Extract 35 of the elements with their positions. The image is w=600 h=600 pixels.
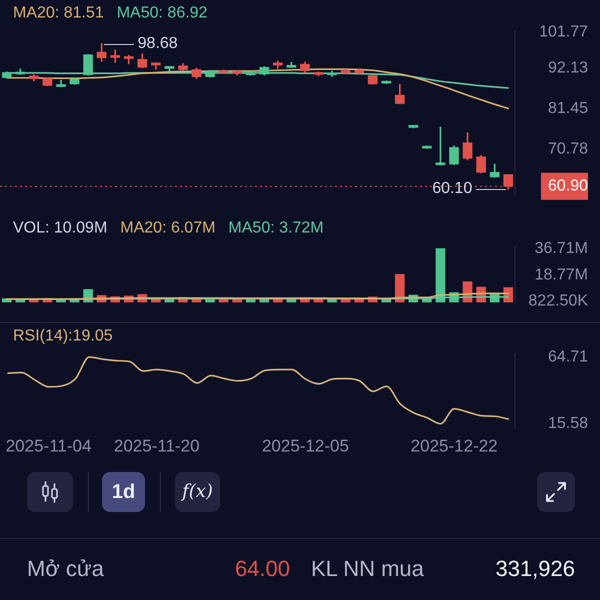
- y-tick-label: 18.77M: [534, 266, 588, 284]
- y-tick-label: 70.78: [548, 140, 588, 158]
- interval-button[interactable]: 1d: [102, 472, 145, 512]
- candlestick: [110, 50, 120, 63]
- candlestick: [314, 71, 324, 76]
- candlestick: [56, 80, 66, 88]
- x-tick-label: 2025-12-22: [410, 436, 498, 456]
- annotation: 60.10: [432, 180, 472, 198]
- text: KL NN mua: [311, 556, 424, 582]
- chart-style-button[interactable]: [27, 472, 73, 512]
- y-tick-label: 822.50K: [528, 292, 588, 310]
- text: MA20: 81.51: [13, 4, 104, 22]
- indicator-button[interactable]: f(x): [175, 472, 220, 512]
- x-tick-label: 2025-11-20: [114, 436, 200, 456]
- series-label: RSI(14):19.05: [13, 327, 113, 344]
- y-tick-label: 81.45: [548, 100, 588, 118]
- y-tick-label: 36.71M: [534, 240, 588, 258]
- y-tick-label: 101.77: [539, 23, 588, 40]
- expand-button[interactable]: [537, 472, 575, 512]
- chart-title: VOL: 10.09M: [13, 219, 108, 236]
- line-series: [7, 356, 510, 425]
- bar: [436, 248, 446, 302]
- x-tick-label: 2025-11-04: [6, 436, 92, 456]
- text: MA50: 86.92: [116, 4, 208, 22]
- y-tick-label: 92.13: [548, 60, 588, 77]
- y-tick-label: 64.71: [548, 348, 588, 366]
- y-tick-label: 60.90: [548, 178, 588, 195]
- annotation: 98.68: [138, 34, 178, 53]
- text: Mở cửa: [27, 556, 104, 582]
- x-tick-label: 2025-12-05: [262, 436, 349, 456]
- text: MA50: 3.72M: [228, 219, 324, 236]
- text: 64.00: [234, 556, 290, 582]
- text: MA20: 6.07M: [120, 219, 216, 236]
- text: 331,926: [495, 556, 575, 582]
- y-tick-label: 15.58: [548, 415, 588, 432]
